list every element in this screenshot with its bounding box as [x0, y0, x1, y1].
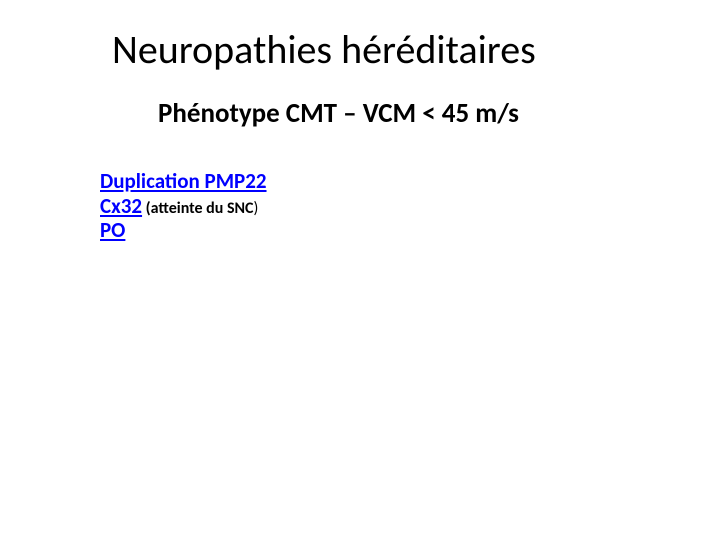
line-duplication: Duplication PMP22	[100, 168, 267, 194]
slide-subtitle: Phénotype CMT – VCM < 45 m/s	[158, 97, 519, 130]
cx32-label: Cx32	[100, 193, 142, 219]
cx32-paren-text: (atteinte du SNC	[142, 199, 253, 218]
line-po: PO	[100, 218, 267, 242]
cx32-paren-close: )	[254, 199, 259, 218]
line-cx32: Cx32 (atteinte du SNC)	[100, 194, 267, 218]
body-text-block: Duplication PMP22 Cx32 (atteinte du SNC)…	[100, 168, 267, 243]
slide-title: Neuropathies héréditaires	[112, 25, 536, 74]
